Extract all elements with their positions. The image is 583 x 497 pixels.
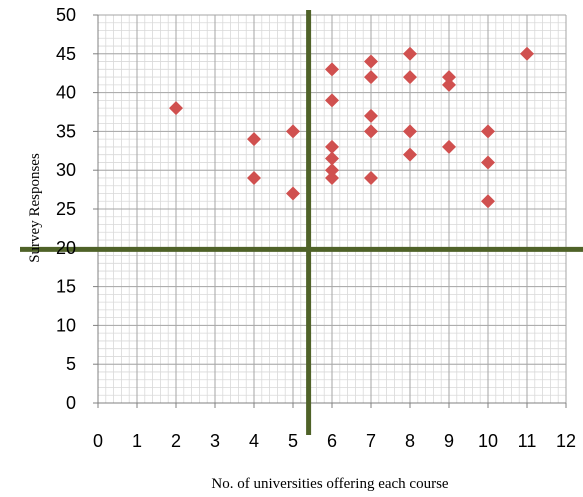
- y-tick-label: 5: [66, 354, 76, 374]
- y-tick-label: 20: [56, 238, 76, 258]
- data-point: [325, 170, 339, 185]
- data-point: [403, 46, 417, 61]
- data-points: [169, 46, 534, 209]
- y-tick-labels: 0 5 10 15 20 25 30 35 40 45 50: [56, 5, 76, 413]
- y-tick-label: 15: [56, 277, 76, 297]
- x-tick-label: 2: [171, 431, 181, 451]
- data-point: [325, 62, 339, 77]
- data-point: [286, 186, 300, 201]
- y-axis-title: Survey Responses: [27, 153, 43, 263]
- x-tick-label: 8: [405, 431, 415, 451]
- y-tick-label: 0: [66, 393, 76, 413]
- quadrant-lines: [20, 10, 583, 435]
- data-point: [364, 170, 378, 185]
- data-point: [481, 194, 495, 209]
- y-tick-label: 35: [56, 121, 76, 141]
- data-point: [169, 101, 183, 116]
- x-tick-label: 1: [132, 431, 142, 451]
- x-tick-label: 4: [249, 431, 259, 451]
- x-tick-label: 12: [556, 431, 576, 451]
- data-point: [325, 139, 339, 154]
- data-point: [520, 46, 534, 61]
- x-tick-label: 6: [327, 431, 337, 451]
- x-tick-label: 9: [444, 431, 454, 451]
- data-point: [364, 124, 378, 139]
- data-point: [481, 124, 495, 139]
- x-tick-label: 11: [518, 431, 537, 451]
- data-point: [325, 93, 339, 108]
- data-point: [442, 70, 456, 85]
- data-point: [403, 124, 417, 139]
- y-tick-label: 10: [56, 315, 76, 335]
- data-point: [442, 77, 456, 92]
- data-point: [442, 139, 456, 154]
- x-tick-label: 0: [93, 431, 103, 451]
- y-tick-label: 25: [56, 199, 76, 219]
- data-point: [481, 155, 495, 170]
- y-tick-label: 50: [56, 5, 76, 25]
- x-tick-label: 5: [288, 431, 298, 451]
- data-point: [325, 151, 339, 166]
- y-tick-label: 40: [56, 83, 76, 103]
- x-tick-label: 3: [210, 431, 220, 451]
- data-point: [247, 170, 261, 185]
- y-tick-label: 30: [56, 160, 76, 180]
- data-point: [364, 70, 378, 85]
- y-tick-label: 45: [56, 44, 76, 64]
- x-tick-label: 7: [366, 431, 376, 451]
- data-point: [364, 108, 378, 123]
- x-tick-labels: 0 1 2 3 4 5 6 7 8 9 10 11 12: [93, 431, 576, 451]
- data-point: [247, 132, 261, 147]
- data-point: [325, 163, 339, 178]
- data-point: [403, 70, 417, 85]
- x-tick-label: 10: [478, 431, 498, 451]
- data-point: [403, 147, 417, 162]
- data-point: [364, 54, 378, 69]
- data-point: [286, 124, 300, 139]
- x-axis-title: No. of universities offering each course: [211, 476, 448, 492]
